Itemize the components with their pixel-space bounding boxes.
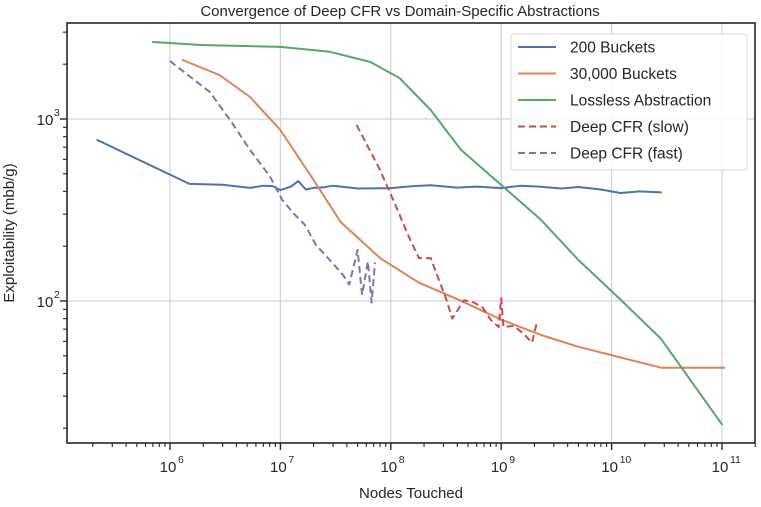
svg-text:10: 10 <box>491 459 508 476</box>
svg-text:7: 7 <box>288 454 294 466</box>
x-tick-label: 10 8 <box>380 454 404 476</box>
svg-text:11: 11 <box>730 454 741 466</box>
series-line-lossless-abstraction <box>151 41 723 426</box>
svg-text:10: 10 <box>270 459 287 476</box>
legend-label: 30,000 Buckets <box>570 66 677 83</box>
legend: 200 Buckets 30,000 Buckets Lossless Abstra… <box>510 33 748 171</box>
svg-text:10: 10 <box>712 459 729 476</box>
chart-title: Convergence of Deep CFR vs Domain-Specif… <box>200 3 599 20</box>
svg-text:10: 10 <box>601 459 618 476</box>
x-axis: 10 6 10 7 10 8 10 9 10 10 10 11 <box>92 443 756 476</box>
svg-text:8: 8 <box>399 454 405 466</box>
series-line-deep-cfr-slow <box>355 124 538 344</box>
legend-label: Deep CFR (slow) <box>570 119 689 136</box>
series-line-30-000-buckets <box>181 59 726 369</box>
legend-item: Lossless Abstraction <box>518 93 711 110</box>
svg-text:3: 3 <box>54 107 60 119</box>
series-line-deep-cfr-fast <box>169 60 376 304</box>
x-tick-label: 10 6 <box>160 454 184 476</box>
plot-frame <box>66 22 756 444</box>
legend-label: Deep CFR (fast) <box>570 146 683 163</box>
y-tick-label: 10 3 <box>37 107 60 129</box>
svg-text:9: 9 <box>509 454 515 466</box>
x-tick-label: 10 7 <box>270 454 294 476</box>
svg-text:10: 10 <box>37 112 54 129</box>
x-axis-label: Nodes Touched <box>359 485 463 502</box>
x-tick-label: 10 9 <box>491 454 515 476</box>
legend-item: Deep CFR (fast) <box>518 146 683 163</box>
legend-item: Deep CFR (slow) <box>518 119 689 136</box>
legend-box <box>510 33 748 171</box>
y-tick-label: 10 2 <box>37 289 60 311</box>
x-tick-label: 10 11 <box>712 454 741 476</box>
svg-text:10: 10 <box>160 459 177 476</box>
legend-item: 30,000 Buckets <box>518 66 677 83</box>
svg-text:2: 2 <box>54 289 60 301</box>
series-layer <box>96 41 726 426</box>
svg-text:10: 10 <box>620 454 632 466</box>
x-tick-label: 10 10 <box>601 454 631 476</box>
series-line-200-buckets <box>96 139 662 194</box>
svg-text:6: 6 <box>178 454 184 466</box>
legend-label: Lossless Abstraction <box>570 93 711 110</box>
legend-label: 200 Buckets <box>570 40 656 57</box>
legend-item: 200 Buckets <box>518 40 656 57</box>
svg-text:10: 10 <box>380 459 397 476</box>
y-axis-label: Exploitability (mbb/g) <box>1 163 18 302</box>
svg-text:10: 10 <box>37 294 54 311</box>
